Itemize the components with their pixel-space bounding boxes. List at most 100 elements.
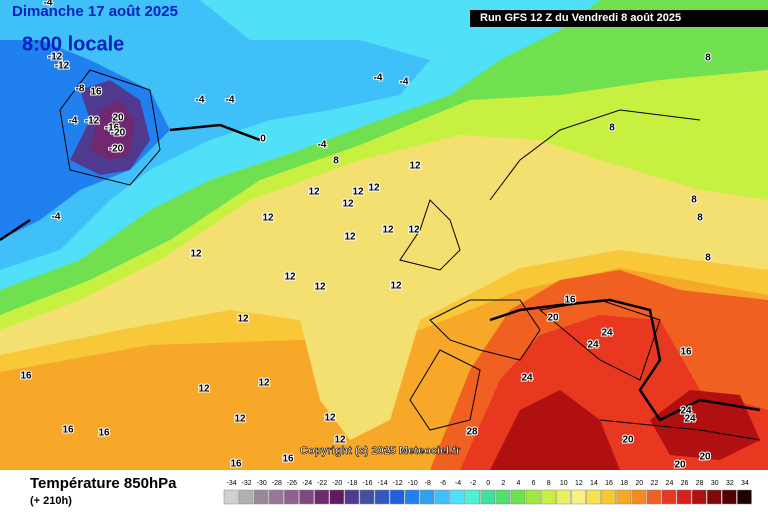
title: Dimanche 17 août 2025: [12, 3, 178, 20]
legend-swatch: [706, 489, 722, 505]
contour-label: -4: [69, 116, 78, 127]
contour-label: 12: [258, 378, 270, 389]
run-box: [470, 10, 768, 27]
contour-label: -4: [196, 95, 205, 106]
contour-label: 16: [680, 347, 692, 358]
contour-label: 16: [90, 87, 102, 98]
legend-swatch: [404, 489, 420, 505]
contour-label: 16: [98, 428, 110, 439]
legend-label: 34: [741, 480, 749, 487]
contour-label: 12: [344, 232, 356, 243]
legend-label: 12: [575, 480, 583, 487]
legend-swatch: [223, 489, 239, 505]
contour-label: 12: [262, 213, 274, 224]
legend-swatch: [586, 489, 601, 505]
contour-label: -12: [55, 61, 70, 72]
legend-label: 30: [711, 480, 719, 487]
legend-label: 4: [516, 480, 520, 487]
contour-label: 12: [284, 272, 296, 283]
legend-label: -28: [272, 480, 282, 487]
contour-label: -16: [105, 123, 120, 134]
legend: -34 -32 -30 -28 -26 -24 -22 -20 -18 -16 -14 -12 -10-…: [223, 480, 752, 505]
legend-swatch: [571, 489, 586, 505]
legend-swatch: [329, 489, 345, 505]
legend-label: 22: [650, 480, 658, 487]
coastlines: [59, 69, 761, 441]
legend-label: 8: [547, 480, 551, 487]
contour-label: 16: [230, 459, 242, 470]
contour-label: -4: [226, 95, 235, 106]
contour-label: 0: [260, 134, 266, 145]
legend-label: 14: [590, 480, 598, 487]
contour-label: 8: [705, 253, 711, 264]
legend-label: -26: [287, 480, 297, 487]
zone-m4: [0, 0, 430, 270]
contour-label: -4: [318, 140, 327, 151]
legend-swatch: [344, 489, 360, 505]
legend-label: -22: [317, 480, 327, 487]
legend-label: -20: [332, 480, 342, 487]
contour-label: 8: [609, 123, 615, 134]
legend-label: -6: [440, 480, 446, 487]
contour-label: 12: [409, 161, 421, 172]
legend-label: -12: [393, 480, 403, 487]
contour-label: 12: [237, 314, 249, 325]
legend-swatch: [435, 489, 450, 505]
legend-label: -4: [455, 480, 461, 487]
contour-label: 12: [408, 225, 420, 236]
contour-label: -20: [111, 128, 126, 139]
legend-label: 18: [620, 480, 628, 487]
contour-label: -8: [76, 84, 85, 95]
contour-label: 8: [705, 53, 711, 64]
footer-lead: (+ 210h): [30, 495, 72, 507]
contour-label: 8: [691, 195, 697, 206]
zone-m20: [90, 100, 135, 160]
legend-label: 20: [635, 480, 643, 487]
legend-swatch: [389, 489, 405, 505]
subtitle: 8:00 locale: [22, 33, 124, 55]
contour-label: -4: [52, 212, 61, 223]
legend-label: 0: [486, 480, 490, 487]
contour-label: 12: [334, 435, 346, 446]
legend-label: 32: [726, 480, 734, 487]
zone-28b: [650, 390, 760, 460]
contour-label: -12: [48, 52, 63, 63]
legend-swatch: [480, 489, 496, 505]
legend-label: 26: [681, 480, 689, 487]
legend-swatch: [284, 489, 299, 505]
contour-label: -4: [44, 0, 53, 9]
copyright: Copyright (c) 2025 Meteociel.fr: [300, 445, 461, 457]
legend-swatch: [676, 489, 692, 505]
run-label: Run GFS 12 Z du Vendredi 8 août 2025: [480, 12, 681, 24]
legend-label: -24: [302, 480, 312, 487]
legend-swatch: [465, 489, 480, 505]
contour-label: 16: [20, 371, 32, 382]
contour-label: 12: [234, 414, 246, 425]
contour-label: 12: [190, 249, 202, 260]
legend-label: 28: [696, 480, 704, 487]
legend-swatch: [661, 489, 677, 505]
legend-swatch: [450, 489, 465, 505]
legend-label: -10: [408, 480, 418, 487]
contour-label: 20: [699, 452, 711, 463]
contour-label: -20: [109, 144, 124, 155]
legend-label: 10: [560, 480, 568, 487]
legend-swatch: [601, 489, 616, 505]
legend-swatch: [299, 489, 314, 505]
legend-swatch: [510, 489, 526, 505]
legend-swatch: [525, 489, 541, 505]
zone-28: [490, 390, 620, 470]
contour-label: 8: [333, 156, 339, 167]
contour-label: 12: [342, 199, 354, 210]
legend-label: 6: [532, 480, 536, 487]
contour-label: 16: [564, 295, 576, 306]
contour-label: 28: [466, 427, 478, 438]
contour-label: 12: [382, 225, 394, 236]
legend-swatch: [631, 489, 647, 505]
legend-label: 16: [605, 480, 613, 487]
legend-label: -8: [425, 480, 431, 487]
contour-label: 24: [587, 340, 599, 351]
